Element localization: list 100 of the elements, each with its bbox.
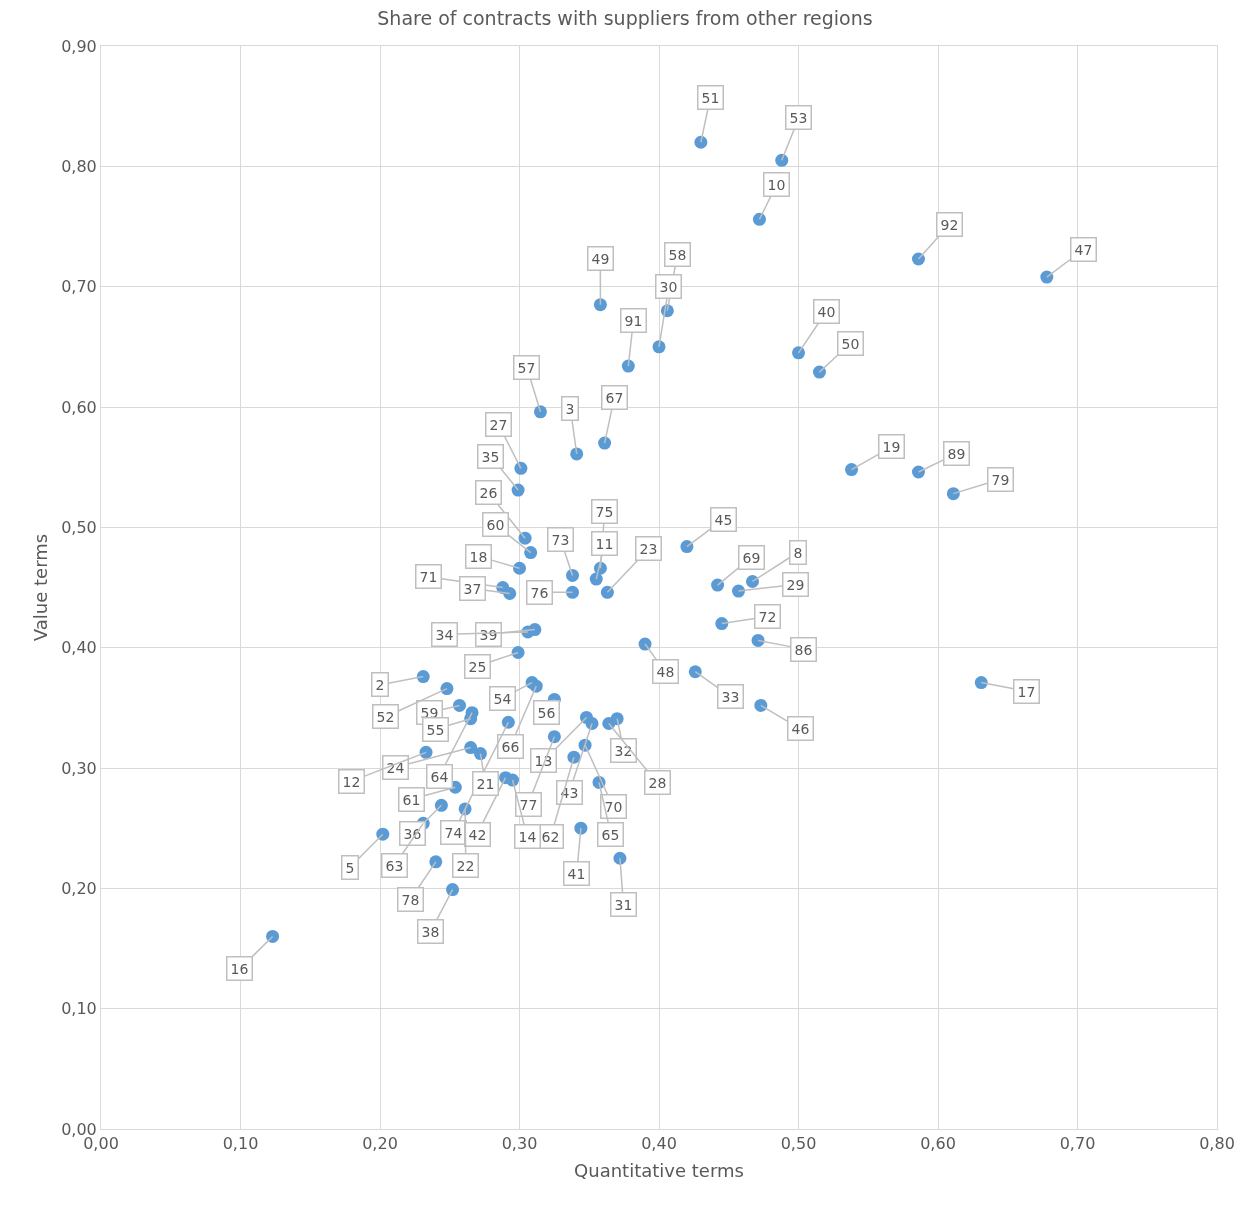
point xyxy=(429,855,443,869)
series-label: 76 xyxy=(530,584,549,601)
point xyxy=(694,135,708,149)
x-tick-label: 0,70 xyxy=(1059,1134,1096,1154)
point xyxy=(524,546,538,560)
text: 91 xyxy=(624,312,643,329)
series-label: 92 xyxy=(940,216,959,233)
x-tick-label: 0,10 xyxy=(222,1134,259,1154)
series-label: 33 xyxy=(721,688,740,705)
point xyxy=(464,741,478,755)
text: 12 xyxy=(342,773,361,790)
y-tick-label: 0,70 xyxy=(61,277,97,297)
text: 28 xyxy=(648,774,667,791)
text: 64 xyxy=(430,768,449,785)
text: 17 xyxy=(1017,683,1036,700)
point xyxy=(513,561,526,575)
series-label: 55 xyxy=(426,721,445,738)
point xyxy=(754,698,768,712)
text: 61 xyxy=(402,791,421,808)
y-tick-label: 0,20 xyxy=(61,878,97,898)
x-axis-title: Quantitative terms xyxy=(574,1160,744,1182)
series-label: 56 xyxy=(537,704,556,721)
text: 79 xyxy=(991,471,1010,488)
text: 49 xyxy=(591,250,610,267)
text: 86 xyxy=(794,641,813,658)
point xyxy=(518,531,532,545)
point xyxy=(711,578,725,592)
text: 65 xyxy=(601,826,620,843)
text: 67 xyxy=(605,389,624,406)
point xyxy=(593,298,607,312)
text: 22 xyxy=(456,857,475,874)
point xyxy=(440,682,454,696)
text: 43 xyxy=(560,784,579,801)
x-tick-label: 0,60 xyxy=(920,1134,956,1154)
text: 66 xyxy=(501,738,520,755)
text: 8 xyxy=(793,544,803,561)
series-label: 35 xyxy=(481,448,500,465)
series-label: 45 xyxy=(714,511,733,528)
series-label: 69 xyxy=(742,549,761,566)
text: 34 xyxy=(435,626,454,643)
text: 42 xyxy=(468,826,487,843)
text: 53 xyxy=(789,109,808,126)
text: 31 xyxy=(614,896,633,913)
text: 30 xyxy=(659,278,678,295)
point xyxy=(812,365,826,379)
point xyxy=(503,587,517,601)
point xyxy=(501,715,515,729)
series-label: 50 xyxy=(841,335,860,352)
y-tick-label: 0,60 xyxy=(61,397,97,417)
text: 13 xyxy=(534,752,553,769)
point xyxy=(547,730,561,744)
point xyxy=(752,212,766,226)
text: 26 xyxy=(479,484,498,501)
text: 71 xyxy=(419,568,438,585)
point xyxy=(453,698,467,712)
point xyxy=(715,617,729,631)
y-axis-title: Value terms xyxy=(30,533,52,642)
y-tick-label: 0,90 xyxy=(61,36,97,56)
point xyxy=(585,716,599,730)
point xyxy=(688,665,702,679)
point xyxy=(751,633,765,647)
text: 75 xyxy=(595,503,614,520)
text: 74 xyxy=(444,824,463,841)
series-label: 46 xyxy=(791,720,810,737)
text: 24 xyxy=(386,759,405,776)
x-tick-label: 0,40 xyxy=(641,1134,677,1154)
series-label: 11 xyxy=(595,535,614,552)
text: 14 xyxy=(518,828,537,845)
point xyxy=(911,465,925,479)
text: 23 xyxy=(639,540,658,557)
point xyxy=(419,745,433,759)
point xyxy=(732,584,746,598)
series-label: 89 xyxy=(947,445,966,462)
point xyxy=(566,585,580,599)
y-tick-label: 0,30 xyxy=(61,758,97,778)
text: 63 xyxy=(385,857,404,874)
text: 2 xyxy=(375,676,385,693)
y-tick-label: 0,10 xyxy=(61,999,97,1019)
series-label: 25 xyxy=(468,658,487,675)
text: 58 xyxy=(668,246,687,263)
x-tick-label: 0,80 xyxy=(1199,1134,1235,1154)
point xyxy=(602,716,616,730)
series-label: 47 xyxy=(1074,241,1093,258)
point xyxy=(946,487,960,501)
chart-title: Share of contracts with suppliers from other regions xyxy=(377,7,873,30)
text: 5 xyxy=(345,859,355,876)
text: 52 xyxy=(376,708,395,725)
text: 72 xyxy=(758,608,777,625)
point xyxy=(574,821,588,835)
point xyxy=(499,771,513,785)
series-label: 48 xyxy=(656,663,675,680)
text: 41 xyxy=(567,865,586,882)
series-label: 60 xyxy=(486,516,505,533)
point xyxy=(911,252,925,266)
series-label: 36 xyxy=(403,825,422,842)
series-label: 73 xyxy=(551,531,570,548)
text: 40 xyxy=(817,303,836,320)
series-label: 16 xyxy=(230,960,249,977)
point xyxy=(680,540,694,554)
point xyxy=(566,568,580,582)
